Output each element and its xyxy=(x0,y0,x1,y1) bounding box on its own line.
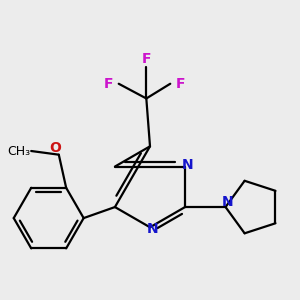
Text: N: N xyxy=(182,158,194,172)
Text: F: F xyxy=(104,77,113,91)
Text: O: O xyxy=(49,141,61,155)
Text: F: F xyxy=(142,52,151,66)
Text: F: F xyxy=(176,77,185,91)
Text: N: N xyxy=(147,222,159,236)
Text: N: N xyxy=(222,194,233,208)
Text: CH₃: CH₃ xyxy=(7,145,30,158)
